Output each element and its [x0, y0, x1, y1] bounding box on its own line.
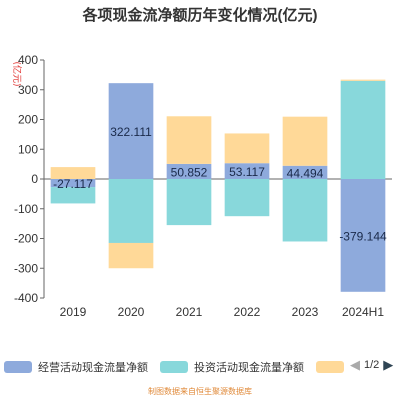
y-axis-label: (亿元)	[11, 61, 23, 86]
bar-2-2024H1	[340, 79, 386, 81]
bar-0-2019	[50, 179, 96, 188]
y-tick-label: -400	[14, 291, 38, 305]
source-note: 制图数据来自恒生聚源数据库	[148, 387, 252, 396]
bar-1-2019	[50, 187, 96, 204]
bar-2-2020	[108, 242, 154, 269]
data-label: 44.494	[287, 166, 324, 180]
bar-0-2021	[166, 163, 212, 179]
triangle-left-icon[interactable]: ◀	[350, 357, 360, 372]
y-tick-label: -200	[14, 232, 38, 246]
legend-label-operating: 经营活动现金流量净额	[38, 362, 148, 374]
x-tick-label: 2023	[292, 305, 319, 319]
y-tick-label: 300	[18, 83, 38, 97]
data-label: 322.111	[110, 125, 152, 139]
bar-1-2023	[282, 179, 328, 242]
x-tick-label: 2019	[60, 305, 87, 319]
data-labels-group: -27.117 322.111 50.852 53.117 44.494 -379.144	[53, 125, 387, 243]
bar-1-2024H1	[340, 80, 386, 179]
x-tick-label: 2022	[234, 305, 261, 319]
y-tick-label: -100	[14, 202, 38, 216]
legend-label-investing: 投资活动现金流量净额	[194, 362, 304, 374]
bar-0-2020	[108, 83, 154, 179]
x-tick-label: 2021	[176, 305, 203, 319]
y-tick-label: 400	[18, 53, 38, 67]
legend-page-indicator: 1/2	[364, 358, 380, 371]
bar-1-2020	[108, 179, 154, 243]
axis-group: 400 300 200 100 0 -100 -200 -300 -400 (亿元) 2019 202…	[11, 53, 392, 319]
legend-item-third[interactable]	[316, 360, 350, 374]
y-tick-label: -300	[14, 261, 38, 275]
bar-0-2024H1	[340, 179, 386, 292]
data-label: -379.144	[339, 229, 387, 243]
data-label: -27.117	[53, 177, 93, 191]
legend-item-operating[interactable]: 经营活动现金流量净额	[4, 360, 148, 374]
y-tick-label: 100	[18, 142, 38, 156]
y-tick-label: 0	[31, 172, 38, 186]
legend-pager: ◀ 1/2 ▶	[350, 358, 393, 371]
data-label: 50.852	[171, 165, 208, 179]
triangle-right-icon[interactable]: ▶	[383, 357, 394, 372]
y-tick-label: 200	[18, 113, 38, 127]
legend-item-investing[interactable]: 投资活动现金流量净额	[160, 360, 304, 374]
bar-1-2022	[224, 179, 270, 217]
bar-2-2023	[282, 116, 328, 166]
bar-0-2023	[282, 165, 328, 179]
chart-title: 各项现金流净额历年变化情况(亿元)	[82, 7, 318, 24]
bar-1-2021	[166, 179, 212, 226]
bars-group	[50, 79, 386, 292]
x-tick-label: 2020	[118, 305, 145, 319]
bar-2-2019	[50, 167, 96, 179]
bar-2-2022	[224, 133, 270, 164]
legend-swatch-investing	[160, 361, 188, 373]
bar-2-2021	[166, 116, 212, 164]
data-label: 53.117	[229, 165, 265, 179]
legend-swatch-third	[316, 361, 344, 373]
chart-area: 400 300 200 100 0 -100 -200 -300 -400 (亿元) 2019 202…	[11, 53, 392, 319]
legend: 经营活动现金流量净额 投资活动现金流量净额 ◀ 1/2 ▶	[0, 356, 400, 378]
legend-swatch-operating	[4, 361, 32, 373]
bar-0-2022	[224, 163, 270, 179]
x-tick-label: 2024H1	[342, 305, 384, 319]
